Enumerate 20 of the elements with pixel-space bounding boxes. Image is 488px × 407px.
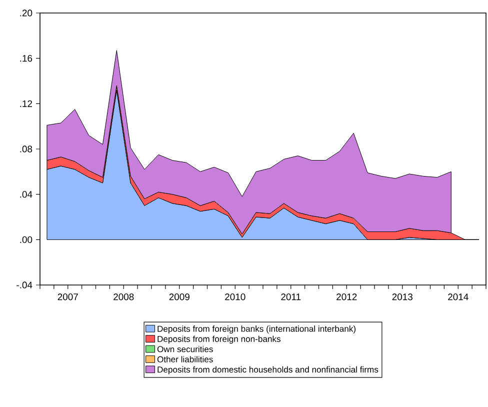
- x-tick-label: 2011: [281, 294, 301, 300]
- y-tick-label: .08: [20, 146, 32, 152]
- y-tick-label: .12: [20, 100, 32, 107]
- legend-label: Own securities: [157, 346, 213, 352]
- y-tick-label: .20: [20, 10, 32, 16]
- x-tick-label: 2014: [448, 294, 468, 300]
- x-tick-label: 2008: [114, 294, 134, 300]
- x-tick-label: 2009: [169, 294, 190, 300]
- x-tick-label: 2012: [336, 294, 357, 300]
- x-tick-label: 2010: [225, 294, 246, 300]
- y-tick-label: -.04: [16, 282, 32, 288]
- x-tick-label: 2013: [392, 294, 412, 300]
- y-tick-label: .16: [20, 54, 32, 62]
- y-tick-label: .00: [20, 236, 32, 244]
- legend-label: Deposits from foreign non-banks: [158, 336, 280, 344]
- legend-label: Deposits from foreign banks (international interbank): [158, 326, 356, 334]
- x-tick-label: 2007: [58, 294, 78, 300]
- legend-label: Other liabilities: [157, 356, 213, 362]
- legend-label: Deposits from domestic households and nonfinancial firms: [158, 366, 378, 374]
- y-tick-label: .04: [20, 190, 32, 198]
